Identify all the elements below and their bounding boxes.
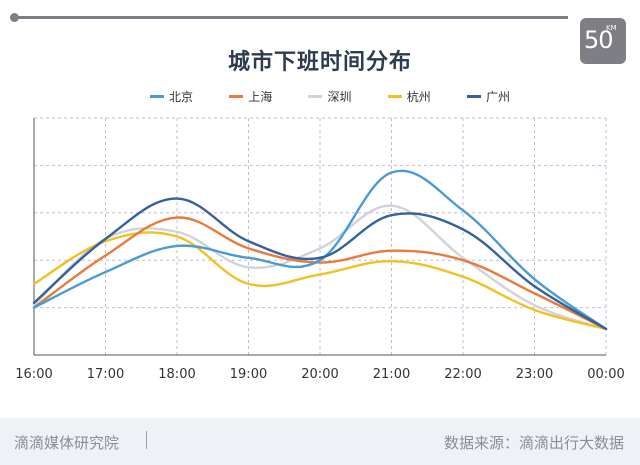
legend-item: 上海 — [229, 88, 272, 105]
x-tick-label: 18:00 — [158, 367, 195, 382]
line-chart: 16:00 17:00 18:00 19:00 20:00 21:00 22:00 23:00… — [15, 117, 625, 382]
legend-item: 深圳 — [308, 88, 351, 105]
legend-label: 深圳 — [327, 89, 352, 104]
legend-label: 广州 — [485, 89, 510, 104]
series-line-0 — [32, 169, 608, 331]
logo-badge: 50 KM — [580, 18, 626, 64]
chart-legend: 北京 上海 深圳 杭州 广州 — [150, 86, 510, 106]
legend-item: 杭州 — [387, 88, 431, 105]
x-tick-label: 00:00 — [587, 367, 624, 382]
legend-label: 北京 — [169, 89, 194, 104]
x-tick-label: 20:00 — [301, 367, 338, 382]
legend-swatch — [229, 94, 244, 98]
x-tick-label: 23:00 — [516, 367, 553, 382]
x-tick-label: 17:00 — [87, 367, 124, 382]
x-tick-label: 21:00 — [373, 367, 410, 382]
footer-divider — [146, 431, 147, 449]
legend-label: 上海 — [248, 89, 273, 104]
logo-number: 50 — [584, 26, 614, 54]
logo-unit: KM — [606, 24, 617, 32]
x-tick-label: 16:00 — [15, 367, 52, 382]
chart-title: 城市下班时间分布 — [227, 50, 412, 75]
legend-swatch — [150, 94, 164, 98]
footer-bar: 滴滴媒体研究院 数据来源：滴滴出行大数据 — [0, 418, 640, 465]
series-line-4 — [32, 197, 608, 331]
legend-item: 广州 — [466, 88, 510, 105]
footer-source: 数据来源：滴滴出行大数据 — [443, 434, 624, 452]
series-line-3 — [32, 231, 608, 331]
header-rule — [12, 16, 568, 19]
legend-item: 北京 — [150, 88, 193, 105]
legend-swatch — [308, 94, 323, 98]
legend-swatch — [466, 94, 481, 98]
x-tick-label: 22:00 — [444, 367, 481, 382]
series-line-2 — [32, 204, 608, 331]
legend-label: 杭州 — [406, 89, 431, 104]
footer-brand: 滴滴媒体研究院 — [14, 434, 120, 452]
legend-swatch — [387, 94, 402, 98]
x-tick-label: 19:00 — [230, 367, 267, 382]
